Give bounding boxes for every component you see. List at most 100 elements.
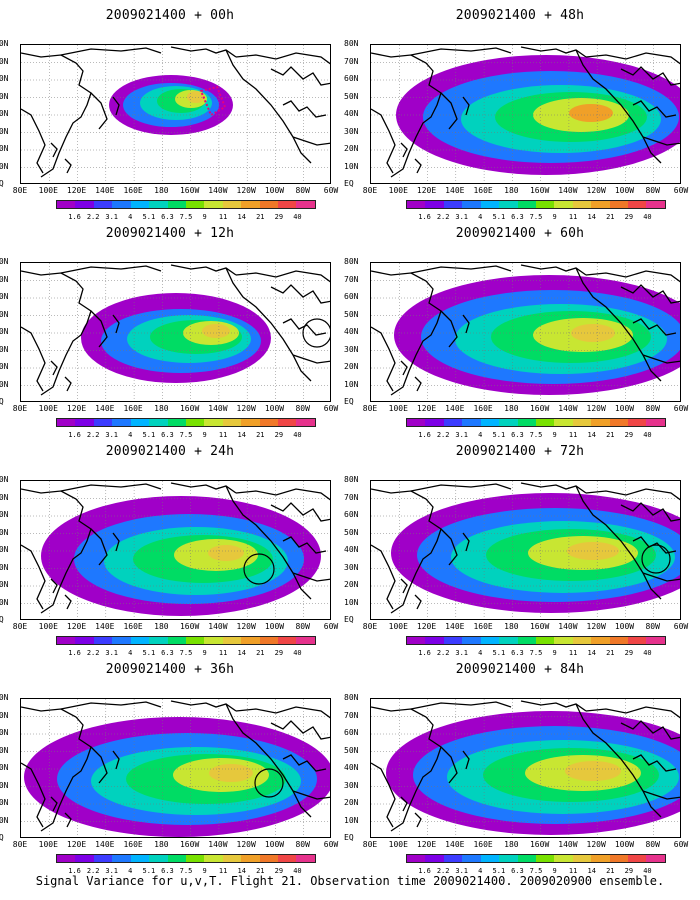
colorbar-swatch [278,201,297,208]
coastline [50,578,58,594]
longitude-tick-label: 120E [66,404,87,413]
longitude-tick-label: 100E [38,622,58,631]
coastline [371,488,442,614]
colorbar-labels: 1.6 2.2 3.1 4 5.1 6.3 7.5 9 11 14 21 29 40 [406,867,666,875]
coastline [632,100,677,118]
colorbar-swatch [517,419,536,426]
coastline [21,52,92,178]
colorbar-swatch [591,637,610,644]
longitude-tick-label: 100W [264,186,285,195]
coastline [440,310,458,348]
colorbar-tick-label: 29 [624,867,634,875]
longitude-tick-label: 60W [323,404,339,413]
coastline [520,700,587,712]
latitude-tick-label: 10N [344,597,359,607]
longitude-tick-label: 140W [208,840,228,849]
coastline [60,701,162,710]
panel-title: 2009021400 + 84h [455,662,585,677]
latitude-tick-label: 80N [344,693,359,702]
coastline [585,52,680,65]
colorbar-tick-label: 29 [274,867,284,875]
colorbar-tick-label: 40 [643,431,652,439]
coastline [632,318,677,336]
longitude-tick-label: 180 [504,186,519,195]
coastline [64,158,72,174]
coastline [585,270,680,283]
coastline [170,264,237,276]
latitude-tick-label: 20N [0,580,9,589]
colorbar-tick-label: 1.6 [418,213,431,221]
colorbar-tick-label: 40 [293,867,302,875]
colorbar-tick-label: 3.1 [105,431,119,439]
latitude-tick-label: 70N [0,274,9,284]
coastline [440,92,458,130]
colorbar-swatch [93,201,113,208]
longitude-tick-label: 160E [473,404,493,413]
longitude-tick-label: 180 [504,622,519,631]
panel-title: 2009021400 + 24h [105,444,235,459]
verification-region-circle [641,544,671,574]
colorbar-swatch [278,637,297,644]
latitude-tick-label: 50N [0,745,9,755]
coastline [235,706,330,719]
longitude-tick-label: 80W [295,186,310,195]
latitude-tick-label: 40N [344,109,359,118]
longitude-tick-label: 100E [38,404,58,413]
coastline [21,544,46,610]
colorbar-tick-label: 1.6 [418,867,431,875]
colorbar-swatch [462,419,481,426]
latitude-tick-label: 20N [344,798,359,807]
latitude-tick-label: 20N [0,798,9,807]
coastline [270,502,330,522]
colorbar-swatch [407,637,426,644]
coastline [21,706,92,832]
latitude-tick-label: 10N [344,815,359,825]
longitude-tick-label: 100E [38,186,58,195]
latitude-tick-label: 70N [0,56,9,66]
colorbar-swatch [609,637,629,644]
variance-map [21,481,330,619]
variance-contour [209,764,253,782]
colorbar-tick-label: 6.3 [511,213,524,221]
colorbar-tick-label: 29 [624,431,634,439]
coastline [60,483,162,492]
verification-region-circle [254,768,284,798]
colorbar-swatch [112,201,131,208]
colorbar-swatch [149,419,168,426]
variance-contour [187,91,205,103]
latitude-tick-label: 20N [344,362,359,371]
colorbar-tick-label: 40 [293,649,302,657]
colorbar-swatch [646,855,665,862]
colorbar-labels: 1.6 2.2 3.1 4 5.1 6.3 7.5 9 11 14 21 29 40 [56,213,316,221]
colorbar-swatch [609,419,629,426]
colorbar-swatch [259,201,279,208]
coastline [50,796,58,812]
longitude-tick-label: 140E [445,186,465,195]
longitude-tick-label: 100E [388,186,408,195]
colorbar-tick-label: 14 [587,649,596,657]
latitude-tick-label: 80N [344,475,359,484]
coastline [64,812,72,828]
latitude-tick-label: 20N [344,144,359,153]
coastline [371,108,396,174]
longitude-tick-label: 100W [264,840,285,849]
latitude-tick-label: EQ [344,833,354,842]
colorbar-swatch [554,201,573,208]
latitude-tick-label: 80N [0,39,9,48]
colorbar-swatch [572,419,592,426]
latitude-tick-label: 40N [344,327,359,336]
map-frame [370,262,681,402]
map-frame [20,44,331,184]
coastline [225,267,312,382]
colorbar-tick-label: 4 [478,431,483,439]
latitude-tick-label: 60N [344,510,359,519]
longitude-tick-label: 120W [586,622,606,631]
coastline [410,265,512,274]
coastline [292,790,330,800]
colorbar-swatch [609,855,629,862]
latitude-tick-label: 70N [344,492,359,502]
colorbar-swatch [628,201,647,208]
variance-map [371,263,680,401]
latitude-tick-label: 60N [0,292,9,301]
latitude-tick-label: 30N [344,780,359,790]
